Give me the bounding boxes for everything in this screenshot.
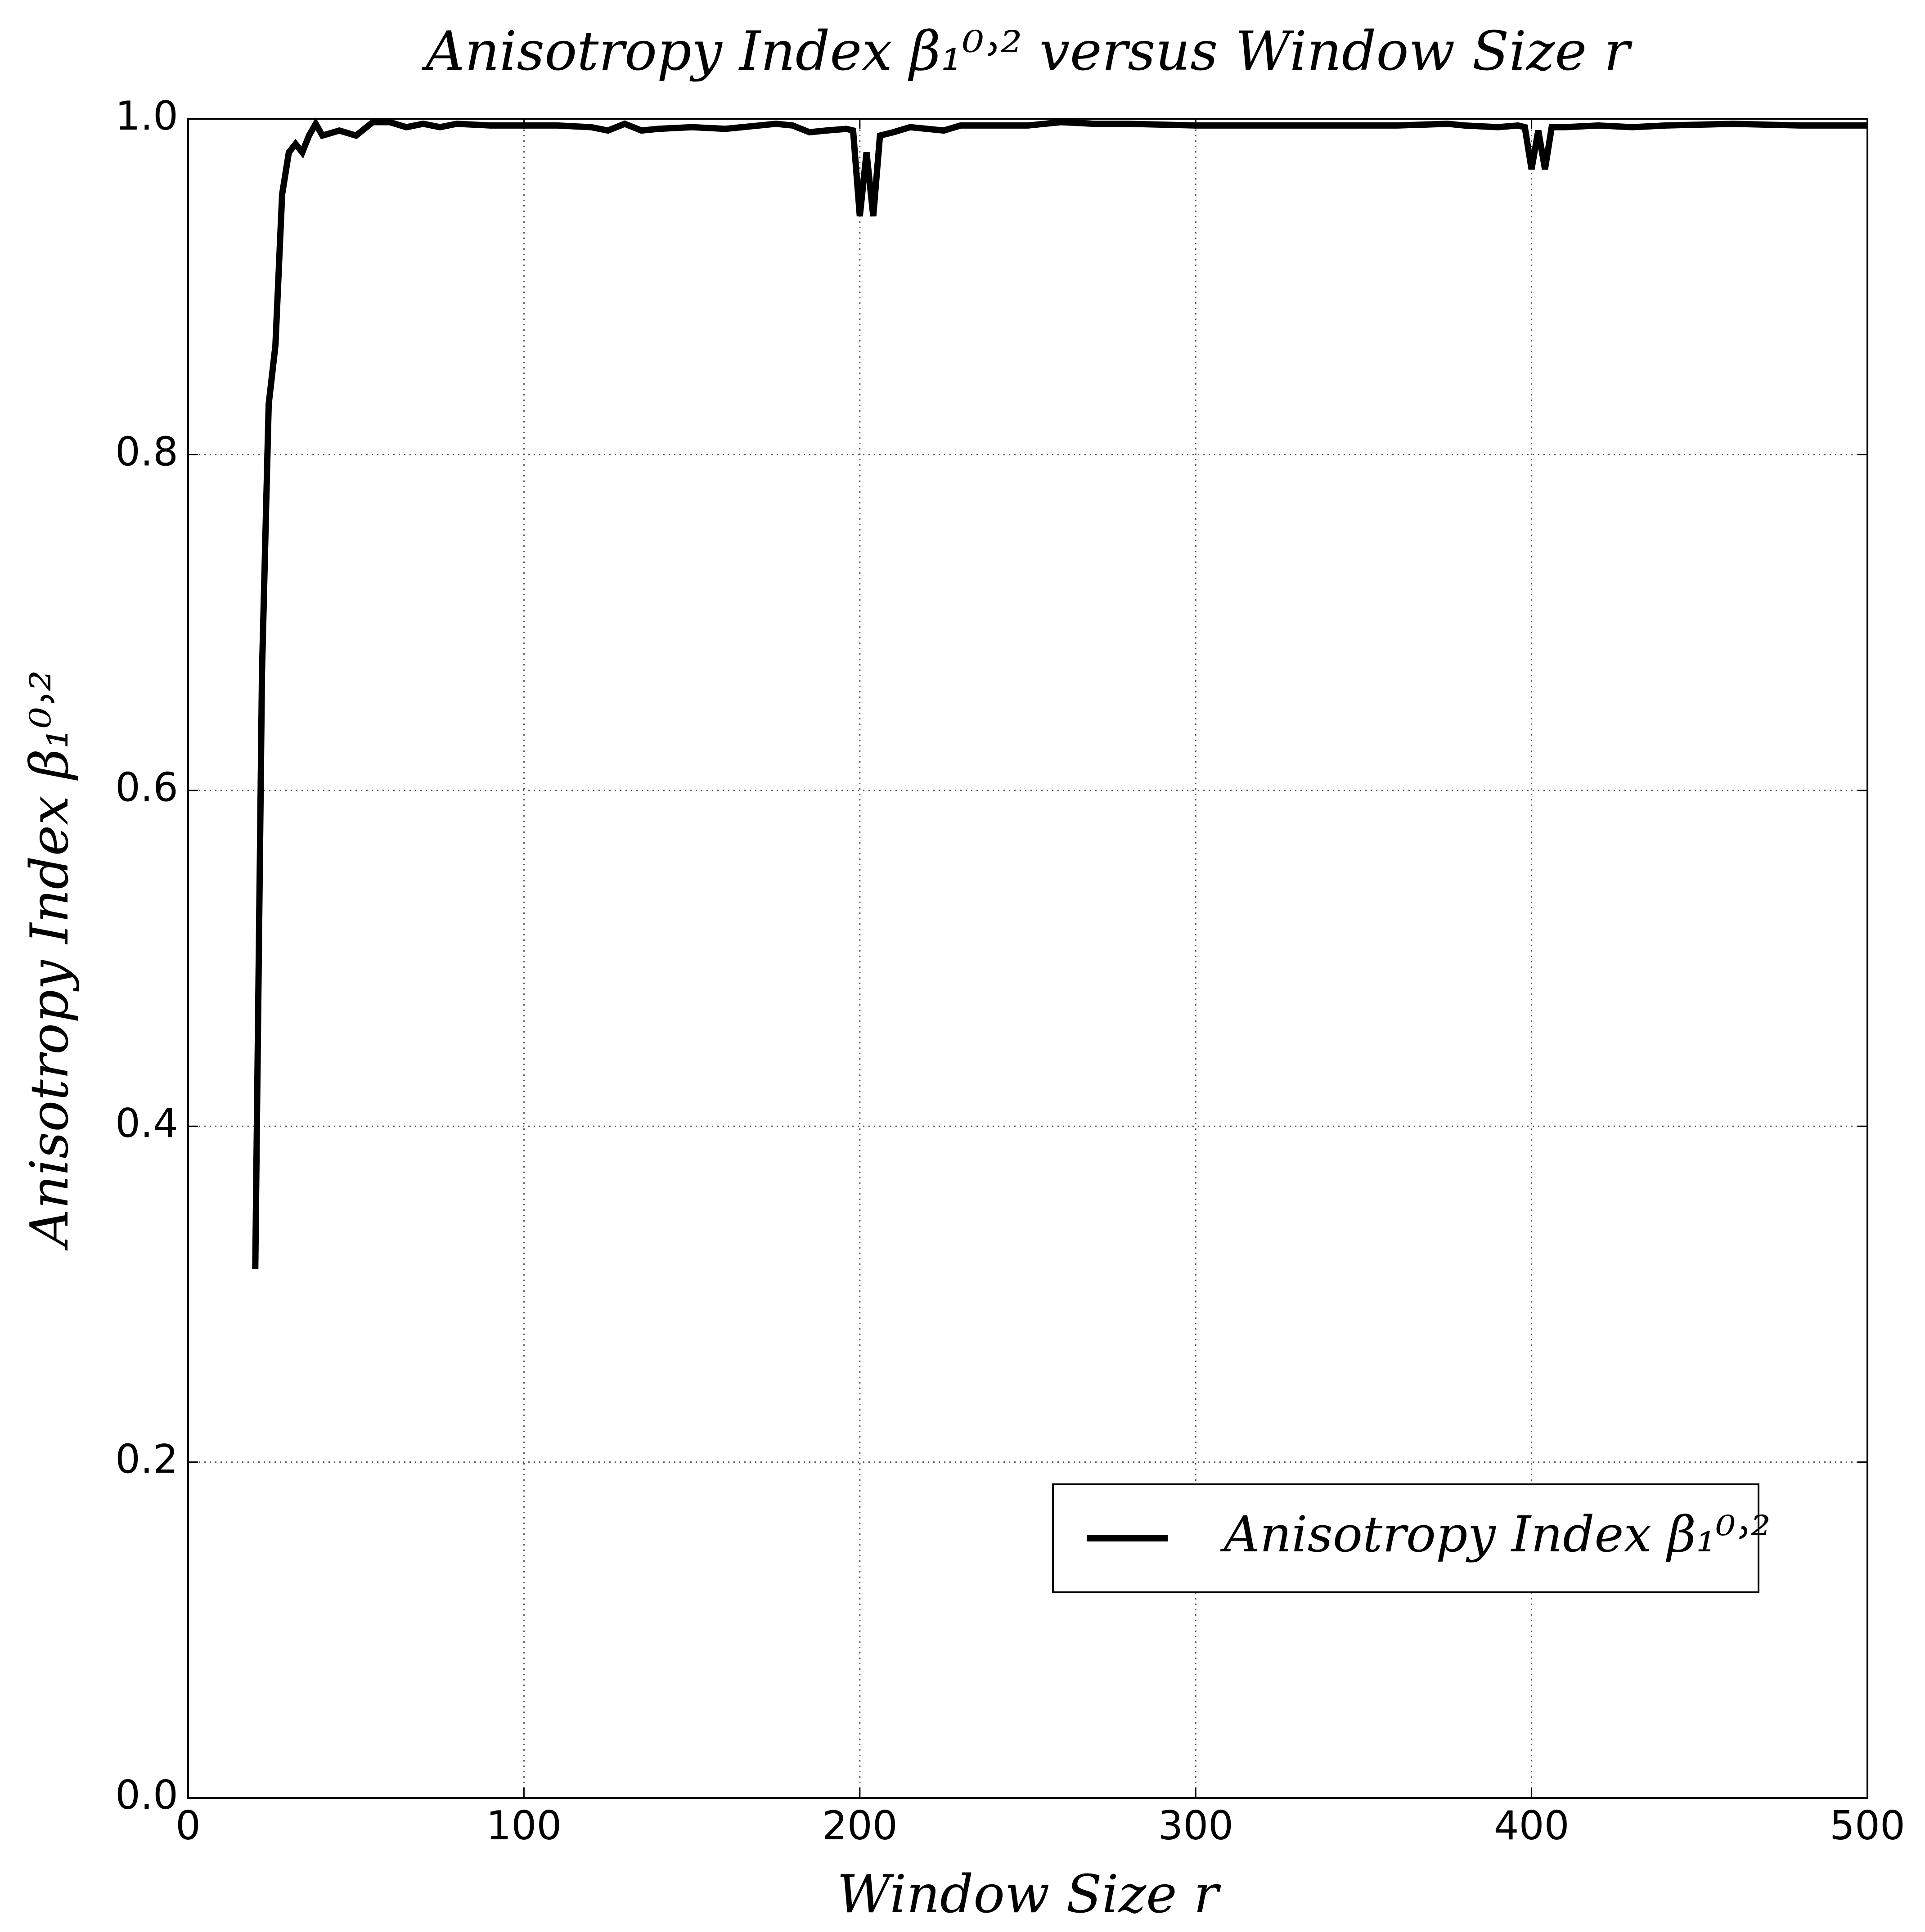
x-tick-label: 0 <box>175 1802 201 1849</box>
legend: Anisotropy Index β₁⁰˒² <box>1052 1483 1771 1593</box>
legend-label: Anisotropy Index β₁⁰˒² <box>1220 1505 1771 1563</box>
y-tick-label: 0.0 <box>115 1772 178 1818</box>
y-tick-label: 0.6 <box>115 764 178 811</box>
plot-frame <box>187 118 1868 1799</box>
x-tick-label: 100 <box>486 1802 562 1849</box>
chart-title: Anisotropy Index β₁⁰˒² versus Window Siz… <box>421 20 1633 83</box>
y-tick-label: 1.0 <box>115 93 178 139</box>
x-tick-label: 500 <box>1830 1802 1905 1849</box>
x-tick-label: 200 <box>822 1802 898 1849</box>
legend-box <box>1052 1483 1759 1593</box>
data-line <box>252 117 1867 1269</box>
y-tick-label: 0.2 <box>115 1436 178 1483</box>
y-tick-label: 0.4 <box>115 1100 178 1146</box>
x-axis-label: Window Size r <box>837 1864 1221 1925</box>
y-axis-label: Anisotropy Index β₁⁰˒² <box>19 670 80 1250</box>
x-tick-label: 400 <box>1494 1802 1570 1849</box>
x-tick-label: 300 <box>1158 1802 1233 1849</box>
y-tick-label: 0.8 <box>115 428 178 475</box>
